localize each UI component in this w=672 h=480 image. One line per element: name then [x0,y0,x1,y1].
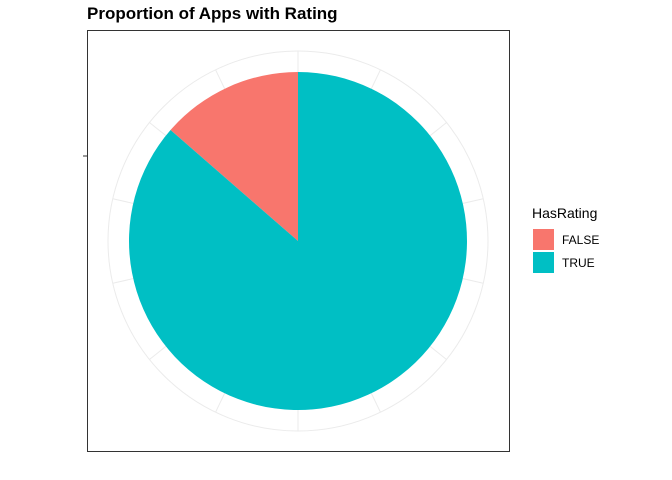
legend-label-true: TRUE [562,256,595,270]
legend-title: HasRating [532,205,597,221]
pie-slice-false [170,72,298,241]
legend-key-true [533,252,554,273]
pie-slices [129,72,467,410]
legend-label-false: FALSE [562,233,599,247]
legend: HasRating FALSE TRUE [532,205,599,273]
legend-key-false [533,229,554,250]
pie-slice-true [129,72,467,410]
chart-title: Proportion of Apps with Rating [87,4,338,23]
